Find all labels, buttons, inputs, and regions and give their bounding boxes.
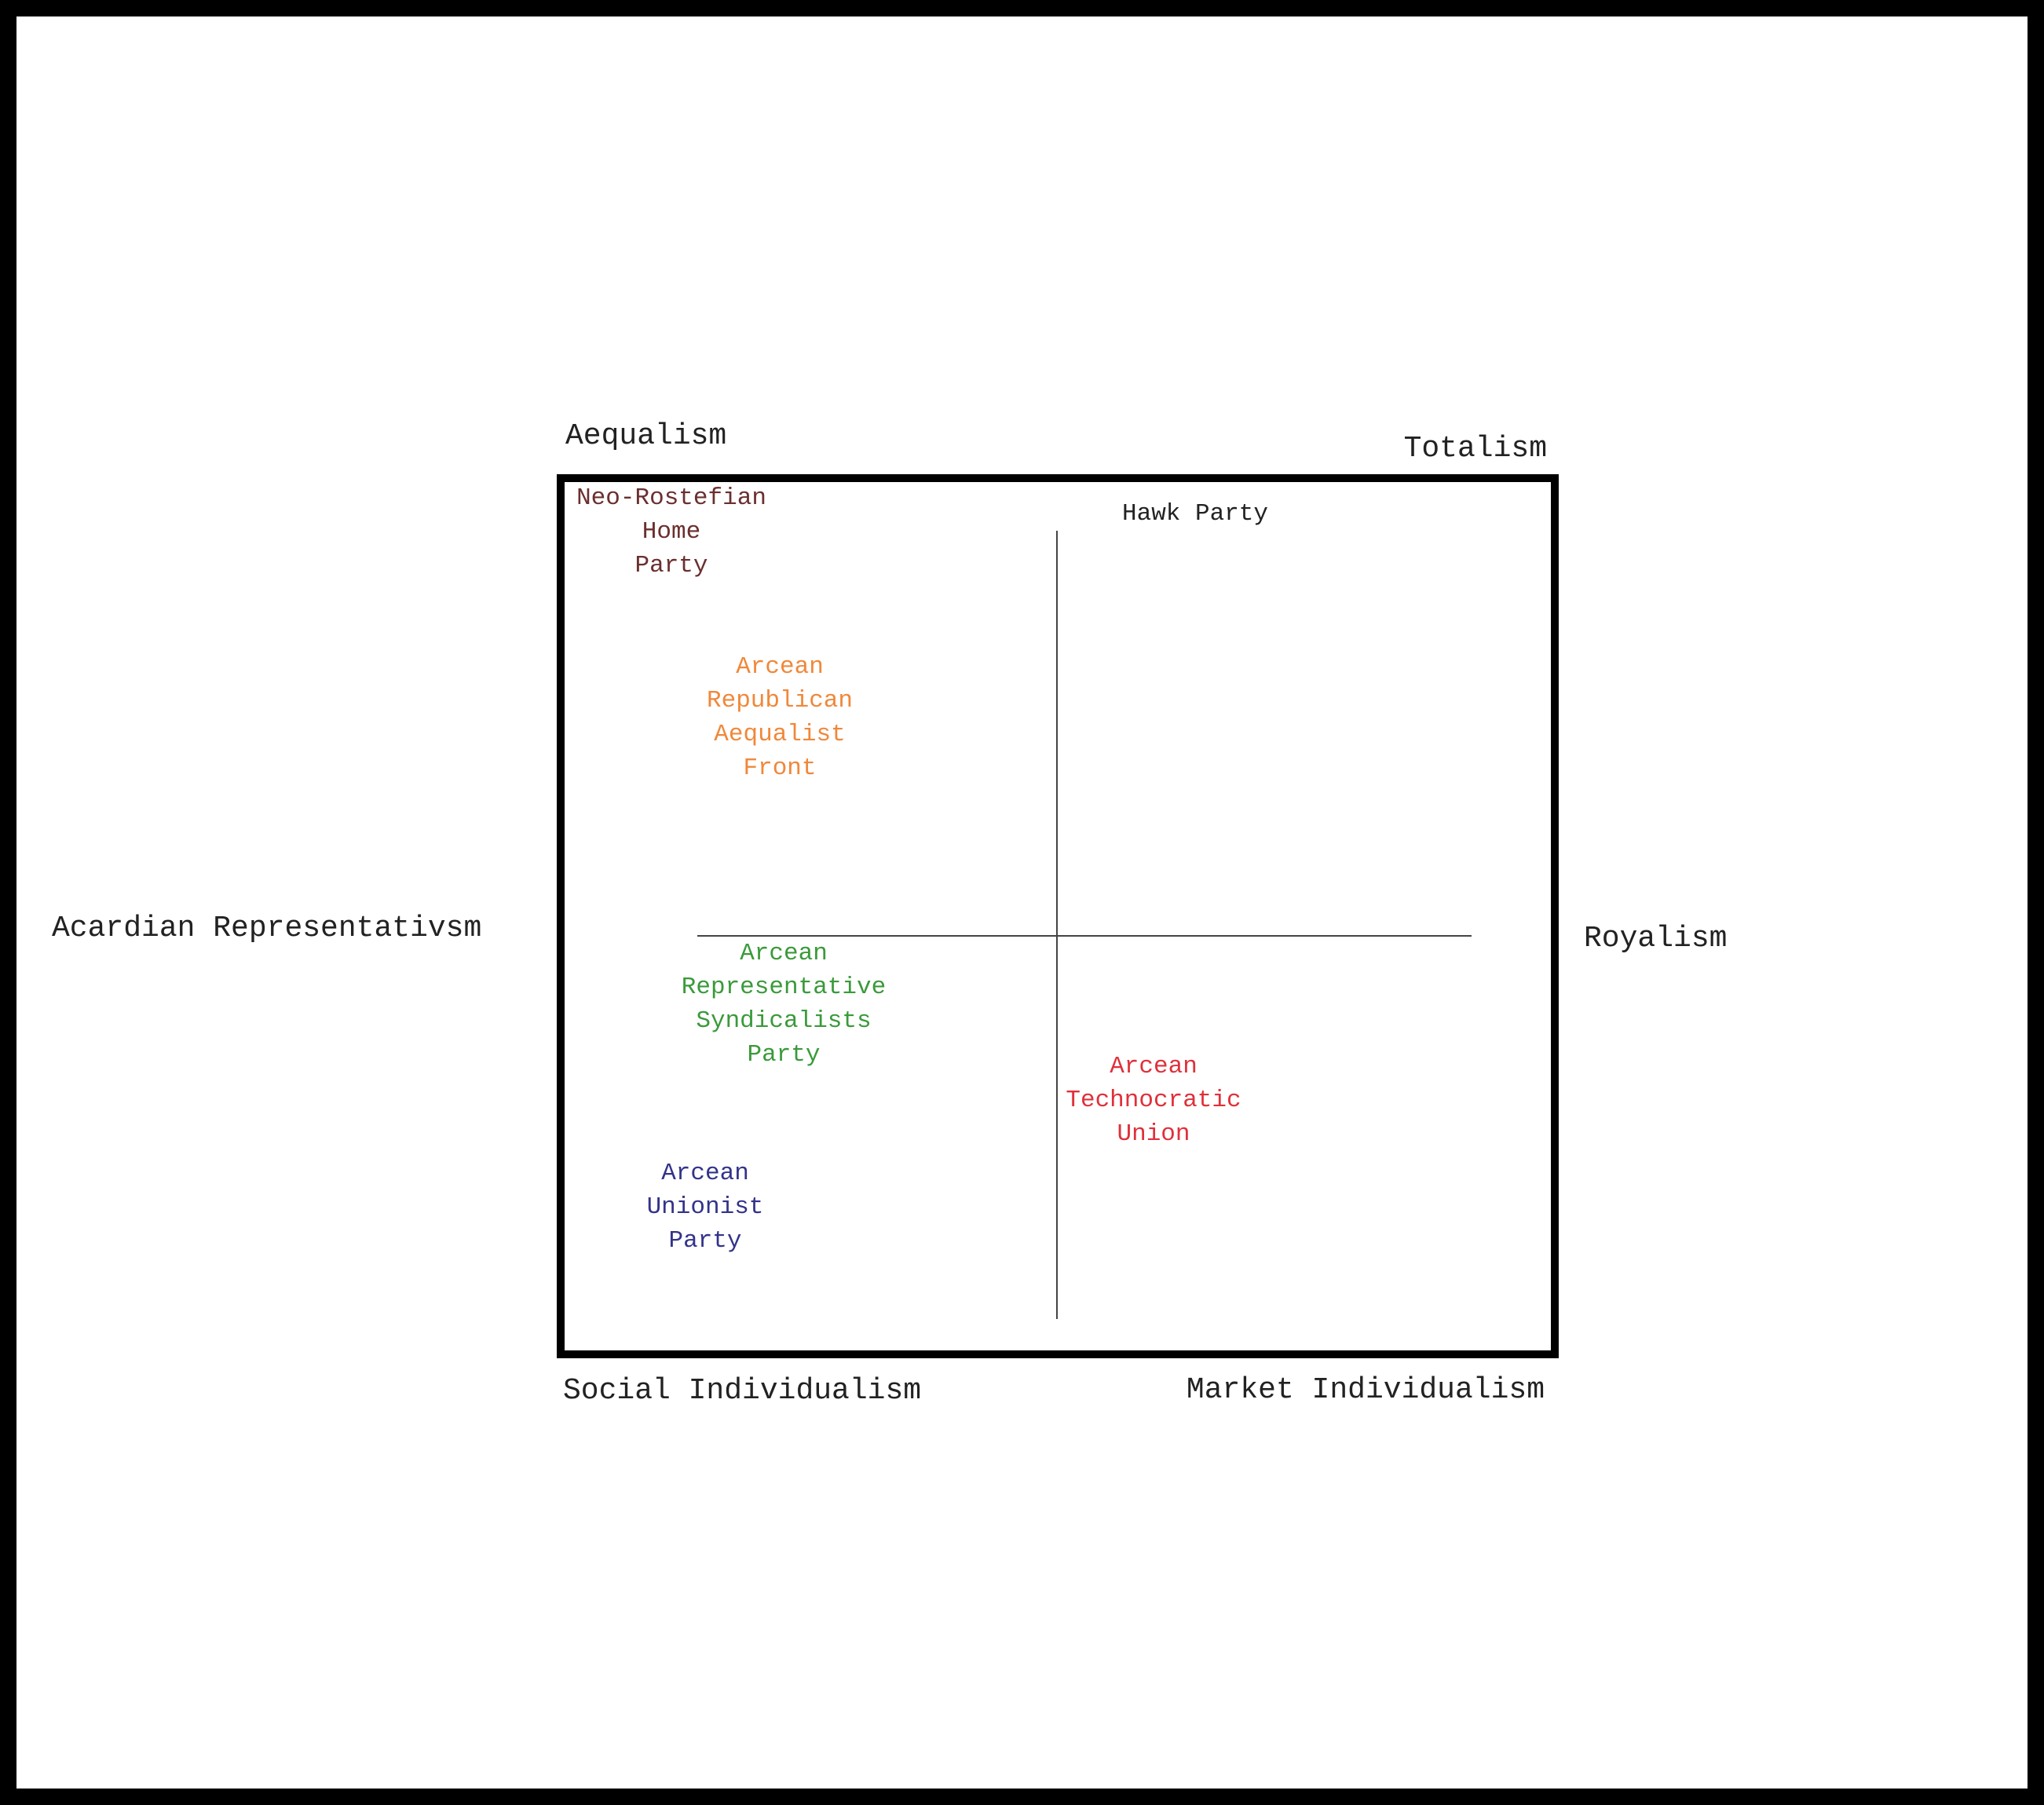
frame <box>557 474 1559 1358</box>
background <box>16 16 2028 1789</box>
party-label: Arcean <box>1110 1053 1198 1080</box>
axis-label: Social Individualism <box>563 1374 921 1408</box>
party-label: Republican <box>707 687 853 714</box>
party-label: Arcean <box>736 653 824 681</box>
party-label: Neo-Rostefian <box>576 484 766 512</box>
party-label: Party <box>634 552 708 579</box>
party-label: Aequalist <box>714 721 845 748</box>
party-label: Syndicalists <box>696 1007 871 1035</box>
party-label: Union <box>1117 1120 1190 1148</box>
party-label: Party <box>668 1227 741 1255</box>
axis-label: Market Individualism <box>1187 1373 1545 1407</box>
axis-label: Totalism <box>1404 432 1547 466</box>
party-label: Hawk Party <box>1122 500 1268 528</box>
party-label: Unionist <box>647 1193 764 1221</box>
party-label: Arcean <box>740 940 828 967</box>
party-label: Home <box>642 518 700 546</box>
party-label: Party <box>747 1041 820 1069</box>
party-label: Front <box>743 755 816 782</box>
party-label: Arcean <box>661 1160 749 1187</box>
party-label: Technocratic <box>1066 1087 1241 1114</box>
axis-label: Aequalism <box>565 419 726 453</box>
party-label: Representative <box>682 974 886 1001</box>
axis-label: Acardian Representativsm <box>52 912 481 945</box>
axis-label: Royalism <box>1584 922 1727 955</box>
